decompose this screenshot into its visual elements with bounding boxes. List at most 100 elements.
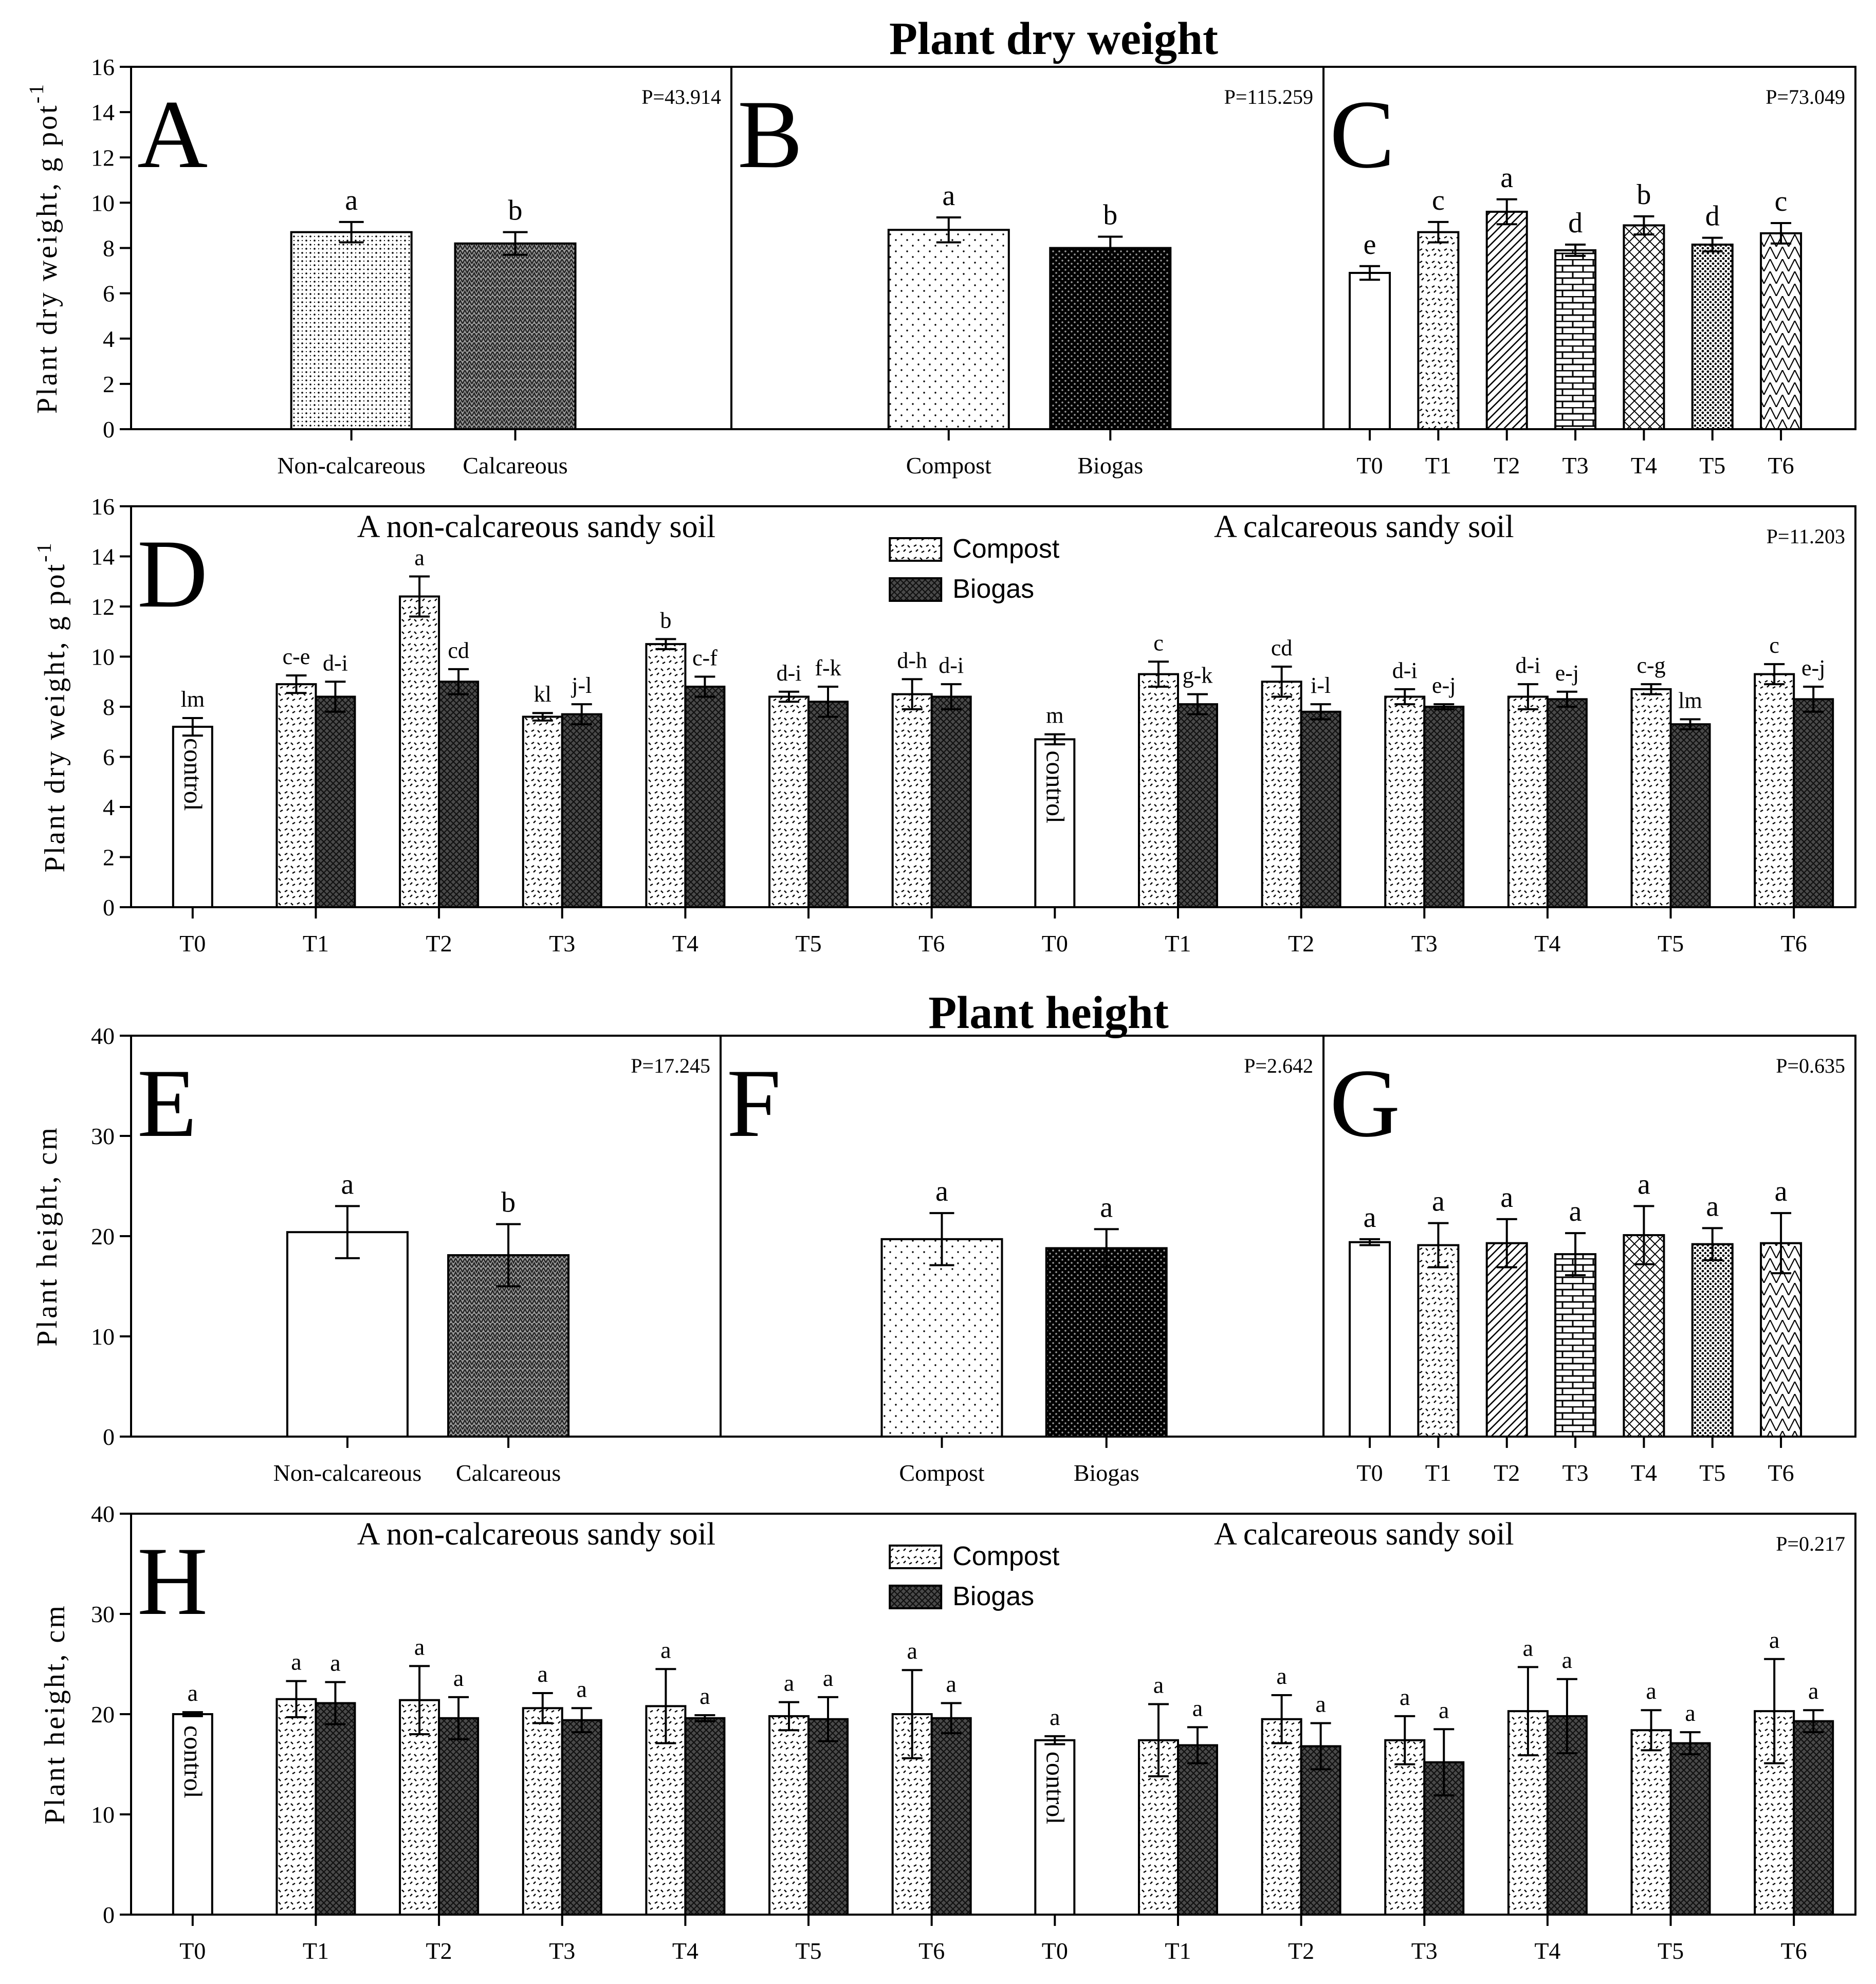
significance-letter: a: [1432, 1186, 1445, 1218]
error-bar: [1496, 198, 1517, 226]
bar-compost-t3: [522, 715, 563, 908]
y-axis-label-text: Plant height, cm: [39, 1604, 71, 1825]
significance-letter: b: [1636, 179, 1651, 211]
error-bar: [448, 668, 469, 695]
x-tick-label: T4: [1534, 1938, 1560, 1964]
control-label: control: [1041, 750, 1070, 823]
panel-label-D: D: [137, 520, 208, 628]
error-bar: [1359, 265, 1381, 281]
error-bar: [1702, 236, 1723, 253]
panel-F: F P=2.642 Compost a Biogas a: [727, 1050, 1313, 1486]
y-tick-label: 4: [103, 326, 115, 352]
bar-compost-t0: [1034, 738, 1076, 908]
significance-letter: c: [1775, 186, 1788, 217]
group-label-non-calcareous: A non-calcareous sandy soil: [357, 1517, 715, 1552]
significance-letter: a: [1569, 1196, 1582, 1227]
error-bar: [1680, 718, 1701, 730]
significance-letter: f-k: [815, 655, 841, 681]
bar-biogas-t2: [1300, 710, 1341, 908]
significance-letter: a: [1439, 1697, 1449, 1723]
significance-letter: m: [1046, 703, 1063, 728]
significance-letter: d-i: [939, 653, 964, 678]
x-tick-label: T4: [1631, 452, 1657, 479]
bar-t4: [1623, 224, 1665, 430]
error-bar: [1633, 215, 1654, 236]
significance-letter: b: [1103, 199, 1117, 231]
error-bar: [1641, 683, 1662, 695]
error-bar: [779, 690, 800, 703]
y-tick-label: 10: [91, 1802, 115, 1828]
control-label: control: [1041, 1752, 1070, 1825]
y-axis-label-text: Plant dry weight, g pot: [39, 562, 71, 873]
bar-compost-t5: [1630, 688, 1672, 908]
control-label: control: [179, 738, 208, 811]
bar-compost-t5: [768, 1715, 810, 1916]
y-tick-label: 4: [103, 794, 115, 820]
significance-letter: a: [946, 1671, 956, 1697]
control-label: control: [179, 1725, 208, 1798]
y-tick-label: 10: [91, 644, 115, 670]
y-tick-label: 10: [91, 190, 115, 216]
significance-letter: e-j: [1801, 655, 1825, 681]
bar-biogas-t5: [807, 1718, 849, 1916]
bar-compost-t6: [891, 693, 933, 908]
bar-biogas-t6: [930, 1717, 972, 1916]
significance-letter: c-g: [1636, 653, 1665, 678]
bar-t3: [1554, 1253, 1597, 1438]
error-bar: [1310, 703, 1331, 721]
bar-compost-t1: [1137, 673, 1179, 908]
panel-H: H P=0.217 T0 a control T1 a a T2 a a T3 a a T4 a a T5 a a T6…: [137, 1517, 1845, 1964]
bar-biogas-t5: [1669, 723, 1711, 908]
x-tick-label: T2: [1494, 1460, 1520, 1486]
significance-letter: b: [501, 1187, 516, 1219]
significance-letter: a: [1706, 1190, 1719, 1222]
error-bar: [1517, 1666, 1538, 1756]
y-tick-label: 8: [103, 235, 115, 262]
significance-letter: e: [1364, 229, 1376, 261]
stat-label: P=11.203: [1767, 525, 1845, 548]
significance-letter: c: [1769, 633, 1779, 658]
significance-letter: cd: [448, 638, 469, 663]
group-label-calcareous: A calcareous sandy soil: [1214, 509, 1514, 544]
y-tick-label: 0: [103, 1902, 115, 1928]
panel-A: A P=43.914 Non-calcareous a Calcareous b: [137, 81, 721, 479]
panel-frame-row-2: [130, 505, 1856, 908]
stat-label: P=115.259: [1224, 85, 1313, 108]
significance-letter: a: [1315, 1691, 1326, 1717]
y-tick-label: 6: [103, 744, 115, 770]
y-axis-label-superscript: -1: [32, 541, 56, 562]
error-bar: [1433, 703, 1455, 710]
bar-biogas-t4: [1546, 698, 1588, 908]
significance-letter: b: [508, 195, 523, 227]
significance-letter: a: [823, 1665, 833, 1691]
y-tick-label: 14: [91, 544, 115, 570]
bar-biogas-t6: [930, 695, 972, 908]
x-tick-label: T5: [795, 930, 821, 957]
bar-biogas: [1045, 1247, 1168, 1438]
error-bar: [1433, 1728, 1455, 1796]
x-tick-label: T4: [672, 930, 698, 957]
panel-label-A: A: [137, 81, 208, 189]
stat-label: P=43.914: [641, 85, 721, 108]
x-tick-label: T1: [1425, 452, 1451, 479]
bar-biogas-t3: [561, 713, 602, 908]
error-bar: [571, 1707, 592, 1734]
panel-G: G P=0.635 T0 a T1 a T2 a T3 a T4 a T5 a T6 a: [1330, 1050, 1845, 1486]
y-axis-label: Plant height, cm: [39, 1604, 71, 1825]
bar-compost-t0: [1034, 1739, 1076, 1916]
bar-biogas-t1: [1176, 703, 1218, 908]
bar-compost-t2: [399, 595, 440, 908]
bar-t6: [1760, 1242, 1803, 1438]
x-tick-label: Calcareous: [456, 1460, 561, 1486]
y-axis-label: Plant dry weight, g pot-1: [25, 82, 63, 414]
error-bar: [325, 681, 346, 713]
significance-letter: a: [942, 180, 955, 212]
error-bar: [182, 1711, 203, 1717]
significance-letter: a: [660, 1637, 671, 1663]
y-axis-label-text: Plant dry weight, g pot: [31, 103, 63, 414]
error-bar: [1803, 686, 1824, 713]
y-tick-label: 10: [91, 1324, 115, 1350]
legend-label-biogas: Biogas: [952, 574, 1034, 604]
bar-compost-t3: [1384, 695, 1426, 908]
significance-letter: a: [1523, 1634, 1533, 1661]
